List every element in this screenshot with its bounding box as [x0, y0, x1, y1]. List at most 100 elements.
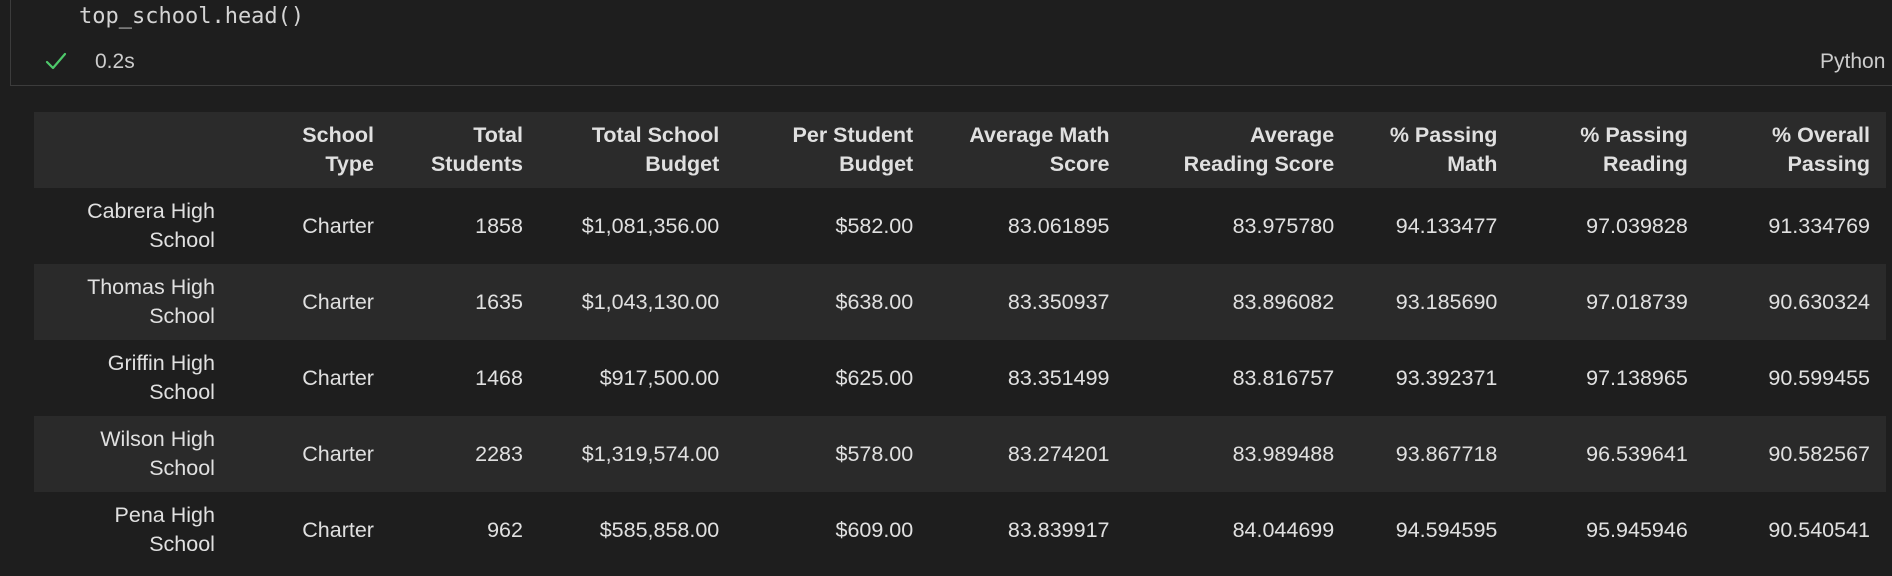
table-cell: 83.896082	[1232, 289, 1335, 314]
row-index-line: School	[149, 228, 215, 252]
row-index-line: School	[149, 304, 215, 328]
row-index-line: Griffin High	[107, 351, 215, 375]
row-index-label: Thomas High School	[34, 264, 241, 340]
row-index-label: Griffin High School	[34, 340, 241, 416]
table-body: Cabrera High School Charter 1858 $1,081,356.…	[34, 188, 1886, 568]
column-header-line: Budget	[645, 152, 720, 176]
table-cell: 1635	[475, 289, 523, 314]
table-cell: 962	[487, 517, 523, 542]
code-cell[interactable]: top_school.head() 0.2s Python	[10, 0, 1892, 86]
table-cell: 96.539641	[1586, 441, 1688, 466]
table-cell: 97.018739	[1586, 289, 1688, 314]
table-cell: $625.00	[835, 365, 914, 390]
table-cell: Charter	[302, 213, 374, 238]
column-header-line: Type	[325, 152, 374, 176]
row-index-label: Wilson High School	[34, 416, 241, 492]
table-cell: 90.582567	[1768, 441, 1870, 466]
table-cell: $917,500.00	[599, 365, 720, 390]
column-header-line: School	[302, 123, 374, 147]
column-header-line: Budget	[839, 152, 914, 176]
table-row: Thomas High School Charter 1635 $1,043,130.0…	[34, 264, 1886, 340]
table-header: School Type Total Students Total School Budge…	[34, 112, 1886, 188]
row-index-line: School	[149, 380, 215, 404]
table-cell: 94.594595	[1395, 517, 1498, 542]
column-header: Total School Budget	[539, 112, 735, 188]
column-header-line: Score	[1049, 152, 1110, 176]
table-row: Griffin High School Charter 1468 $917,500.00…	[34, 340, 1886, 416]
table-cell: $1,043,130.00	[581, 289, 720, 314]
table-row: Cabrera High School Charter 1858 $1,081,356.…	[34, 188, 1886, 264]
table-row: Pena High School Charter 962 $585,858.00 $609…	[34, 492, 1886, 568]
column-header-line: Reading Score	[1183, 152, 1335, 176]
table-cell: $582.00	[835, 213, 914, 238]
row-index-line: Pena High	[114, 503, 215, 527]
table-cell: 95.945946	[1586, 517, 1688, 542]
column-header-line: % Overall	[1772, 123, 1870, 147]
column-header-line: Average Math	[969, 123, 1110, 147]
table-cell: 83.989488	[1232, 441, 1335, 466]
column-header: School Type	[241, 112, 390, 188]
column-header-line: Students	[430, 152, 523, 176]
column-header-line: Total School	[591, 123, 720, 147]
dataframe-table: School Type Total Students Total School Budge…	[34, 112, 1886, 568]
column-header-line: Reading	[1602, 152, 1688, 176]
column-header: Per Student Budget	[735, 112, 929, 188]
table-cell: $638.00	[835, 289, 914, 314]
column-header: Average Reading Score	[1126, 112, 1351, 188]
table-cell: $578.00	[835, 441, 914, 466]
table-cell: 93.392371	[1395, 365, 1498, 390]
table-cell: 93.185690	[1395, 289, 1498, 314]
table-cell: $585,858.00	[599, 517, 720, 542]
index-header	[34, 112, 241, 188]
row-index-label: Pena High School	[34, 492, 241, 568]
table-cell: Charter	[302, 289, 374, 314]
table-cell: 83.975780	[1232, 213, 1335, 238]
table-cell: $609.00	[835, 517, 914, 542]
table-cell: 83.274201	[1007, 441, 1110, 466]
row-index-line: Wilson High	[100, 427, 215, 451]
table-cell: 84.044699	[1232, 517, 1335, 542]
column-header: Average Math Score	[929, 112, 1125, 188]
column-header-line: Average	[1250, 123, 1335, 147]
table-cell: 97.138965	[1586, 365, 1688, 390]
table-cell: 90.599455	[1768, 365, 1870, 390]
row-index-line: Cabrera High	[87, 199, 215, 223]
column-header: % Passing Math	[1350, 112, 1513, 188]
kernel-language-label[interactable]: Python	[1820, 50, 1886, 73]
table-cell: 91.334769	[1768, 213, 1870, 238]
table-cell: 83.839917	[1007, 517, 1110, 542]
column-header: % Passing Reading	[1513, 112, 1703, 188]
table-cell: 1468	[475, 365, 523, 390]
table-cell: 97.039828	[1586, 213, 1688, 238]
column-header-line: % Passing	[1580, 123, 1688, 147]
header-row: School Type Total Students Total School Budge…	[34, 112, 1886, 188]
column-header-line: Per Student	[792, 123, 914, 147]
table-cell: Charter	[302, 441, 374, 466]
table-cell: 83.061895	[1007, 213, 1110, 238]
table-cell: 83.350937	[1007, 289, 1110, 314]
code-editor-line[interactable]: top_school.head()	[79, 4, 305, 29]
execution-time: 0.2s	[95, 50, 135, 73]
row-index-line: Thomas High	[87, 275, 215, 299]
table-cell: 83.351499	[1007, 365, 1110, 390]
table-cell: Charter	[302, 365, 374, 390]
table-cell: 83.816757	[1232, 365, 1335, 390]
table-cell: 2283	[475, 441, 523, 466]
cell-output: School Type Total Students Total School Budge…	[34, 112, 1892, 576]
table-row: Wilson High School Charter 2283 $1,319,574.0…	[34, 416, 1886, 492]
table-cell: $1,081,356.00	[581, 213, 720, 238]
row-index-line: School	[149, 532, 215, 556]
column-header-line: % Passing	[1389, 123, 1498, 147]
column-header-line: Math	[1447, 152, 1498, 176]
table-cell: 94.133477	[1395, 213, 1498, 238]
table-cell: 90.540541	[1768, 517, 1870, 542]
table-cell: 1858	[475, 213, 523, 238]
row-index-line: School	[149, 456, 215, 480]
table-cell: 90.630324	[1768, 289, 1870, 314]
column-header-line: Passing	[1787, 152, 1870, 176]
column-header-line: Total	[473, 123, 523, 147]
table-cell: $1,319,574.00	[581, 441, 720, 466]
table-cell: Charter	[302, 517, 374, 542]
table-cell: 93.867718	[1395, 441, 1498, 466]
column-header: Total Students	[390, 112, 539, 188]
